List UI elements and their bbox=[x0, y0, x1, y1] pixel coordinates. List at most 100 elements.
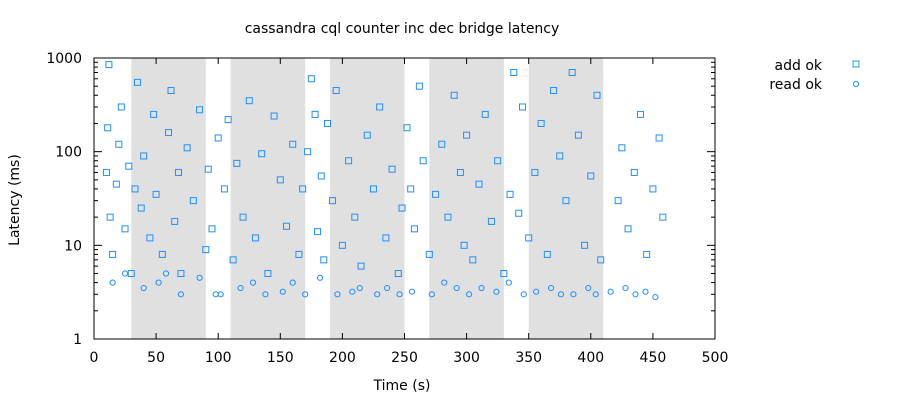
data-point-add-ok bbox=[518, 103, 526, 111]
data-point-add-ok bbox=[636, 110, 644, 118]
data-point-add-ok bbox=[202, 246, 210, 254]
y-tick-label: 1000 bbox=[46, 51, 82, 67]
legend-label-add-ok: add ok bbox=[775, 58, 823, 74]
data-point-add-ok bbox=[239, 213, 247, 221]
data-point-add-ok bbox=[102, 168, 110, 176]
data-point-read-ok bbox=[622, 284, 629, 292]
data-point-add-ok bbox=[208, 225, 216, 233]
data-point-read-ok bbox=[632, 291, 639, 298]
data-point-add-ok bbox=[270, 112, 278, 120]
data-point-add-ok bbox=[593, 91, 601, 99]
data-point-read-ok bbox=[356, 284, 363, 292]
y-tick-label: 100 bbox=[55, 145, 82, 161]
data-point-add-ok bbox=[410, 225, 418, 233]
data-point-add-ok bbox=[419, 157, 427, 165]
data-point-read-ok bbox=[334, 291, 341, 298]
data-point-add-ok bbox=[415, 82, 423, 90]
data-point-add-ok bbox=[469, 256, 477, 264]
data-point-read-ok bbox=[349, 288, 356, 295]
data-point-add-ok bbox=[500, 270, 508, 278]
data-point-read-ok bbox=[249, 279, 257, 286]
x-tick-label: 400 bbox=[577, 350, 604, 366]
data-point-add-ok bbox=[407, 185, 415, 193]
data-point-add-ok bbox=[624, 225, 632, 233]
data-point-add-ok bbox=[537, 119, 545, 127]
y-axis-ticks: 1 10 100 1000 bbox=[46, 51, 715, 348]
data-point-read-ok bbox=[520, 291, 527, 298]
data-point-add-ok bbox=[131, 185, 139, 193]
data-point-add-ok bbox=[510, 69, 518, 77]
shaded-interval bbox=[329, 58, 405, 339]
data-point-add-ok bbox=[581, 241, 589, 249]
data-point-add-ok bbox=[146, 234, 154, 242]
data-point-add-ok bbox=[229, 256, 237, 264]
data-point-add-ok bbox=[630, 168, 638, 176]
x-tick-label: 0 bbox=[90, 350, 99, 366]
data-point-add-ok bbox=[314, 228, 322, 236]
data-point-add-ok bbox=[332, 86, 340, 94]
data-point-read-ok bbox=[557, 291, 565, 298]
data-point-add-ok bbox=[494, 157, 502, 165]
data-point-read-ok bbox=[642, 288, 649, 295]
data-point-add-ok bbox=[112, 180, 120, 188]
data-point-add-ok bbox=[328, 197, 336, 205]
y-tick-label: 10 bbox=[64, 238, 82, 254]
x-tick-label: 300 bbox=[453, 350, 480, 366]
legend-marker-read-ok bbox=[852, 80, 860, 88]
legend-marker-add-ok bbox=[852, 60, 860, 68]
data-point-add-ok bbox=[369, 185, 377, 193]
data-point-add-ok bbox=[140, 152, 148, 160]
data-point-add-ok bbox=[258, 150, 266, 158]
x-tick-label: 100 bbox=[205, 350, 232, 366]
data-point-read-ok bbox=[109, 279, 116, 286]
data-point-read-ok bbox=[478, 284, 485, 292]
data-point-add-ok bbox=[643, 250, 651, 258]
data-point-add-ok bbox=[597, 256, 605, 264]
chart-title: cassandra cql counter inc dec bridge lat… bbox=[245, 21, 560, 37]
data-point-read-ok bbox=[289, 279, 296, 286]
data-point-add-ok bbox=[363, 131, 371, 139]
x-tick-label: 50 bbox=[147, 350, 165, 366]
data-point-read-ok bbox=[592, 291, 599, 298]
data-point-add-ok bbox=[189, 197, 197, 205]
data-point-add-ok bbox=[152, 190, 160, 198]
data-point-read-ok bbox=[533, 288, 540, 295]
data-point-read-ok bbox=[428, 291, 435, 298]
data-point-add-ok bbox=[171, 217, 179, 225]
data-point-read-ok bbox=[302, 291, 309, 298]
data-point-read-ok bbox=[384, 284, 391, 292]
data-point-add-ok bbox=[649, 185, 657, 193]
data-point-read-ok bbox=[652, 294, 659, 301]
data-point-add-ok bbox=[311, 110, 319, 118]
data-point-add-ok bbox=[104, 124, 112, 132]
data-point-add-ok bbox=[137, 204, 145, 212]
data-point-read-ok bbox=[408, 288, 416, 295]
data-point-read-ok bbox=[262, 291, 269, 298]
data-point-add-ok bbox=[450, 91, 458, 99]
data-point-add-ok bbox=[251, 234, 259, 242]
data-point-read-ok bbox=[121, 270, 129, 277]
data-point-add-ok bbox=[587, 172, 595, 180]
data-point-add-ok bbox=[233, 159, 241, 167]
shaded-intervals bbox=[131, 58, 604, 339]
data-point-add-ok bbox=[515, 209, 523, 217]
data-point-read-ok bbox=[607, 288, 614, 295]
data-point-add-ok bbox=[568, 69, 576, 77]
data-point-add-ok bbox=[289, 140, 297, 148]
data-point-add-ok bbox=[618, 144, 626, 152]
data-point-read-ok bbox=[177, 291, 185, 298]
data-point-add-ok bbox=[432, 190, 440, 198]
data-point-add-ok bbox=[196, 106, 204, 114]
data-point-read-ok bbox=[441, 279, 448, 286]
shaded-interval bbox=[429, 58, 504, 339]
data-point-read-ok bbox=[279, 288, 286, 295]
data-point-add-ok bbox=[323, 119, 331, 127]
data-point-add-ok bbox=[245, 97, 253, 105]
x-tick-label: 450 bbox=[640, 350, 667, 366]
data-point-add-ok bbox=[174, 168, 182, 176]
x-tick-label: 350 bbox=[515, 350, 542, 366]
data-point-add-ok bbox=[438, 140, 446, 148]
x-axis-label: Time (s) bbox=[373, 378, 431, 394]
shaded-interval bbox=[528, 58, 604, 339]
